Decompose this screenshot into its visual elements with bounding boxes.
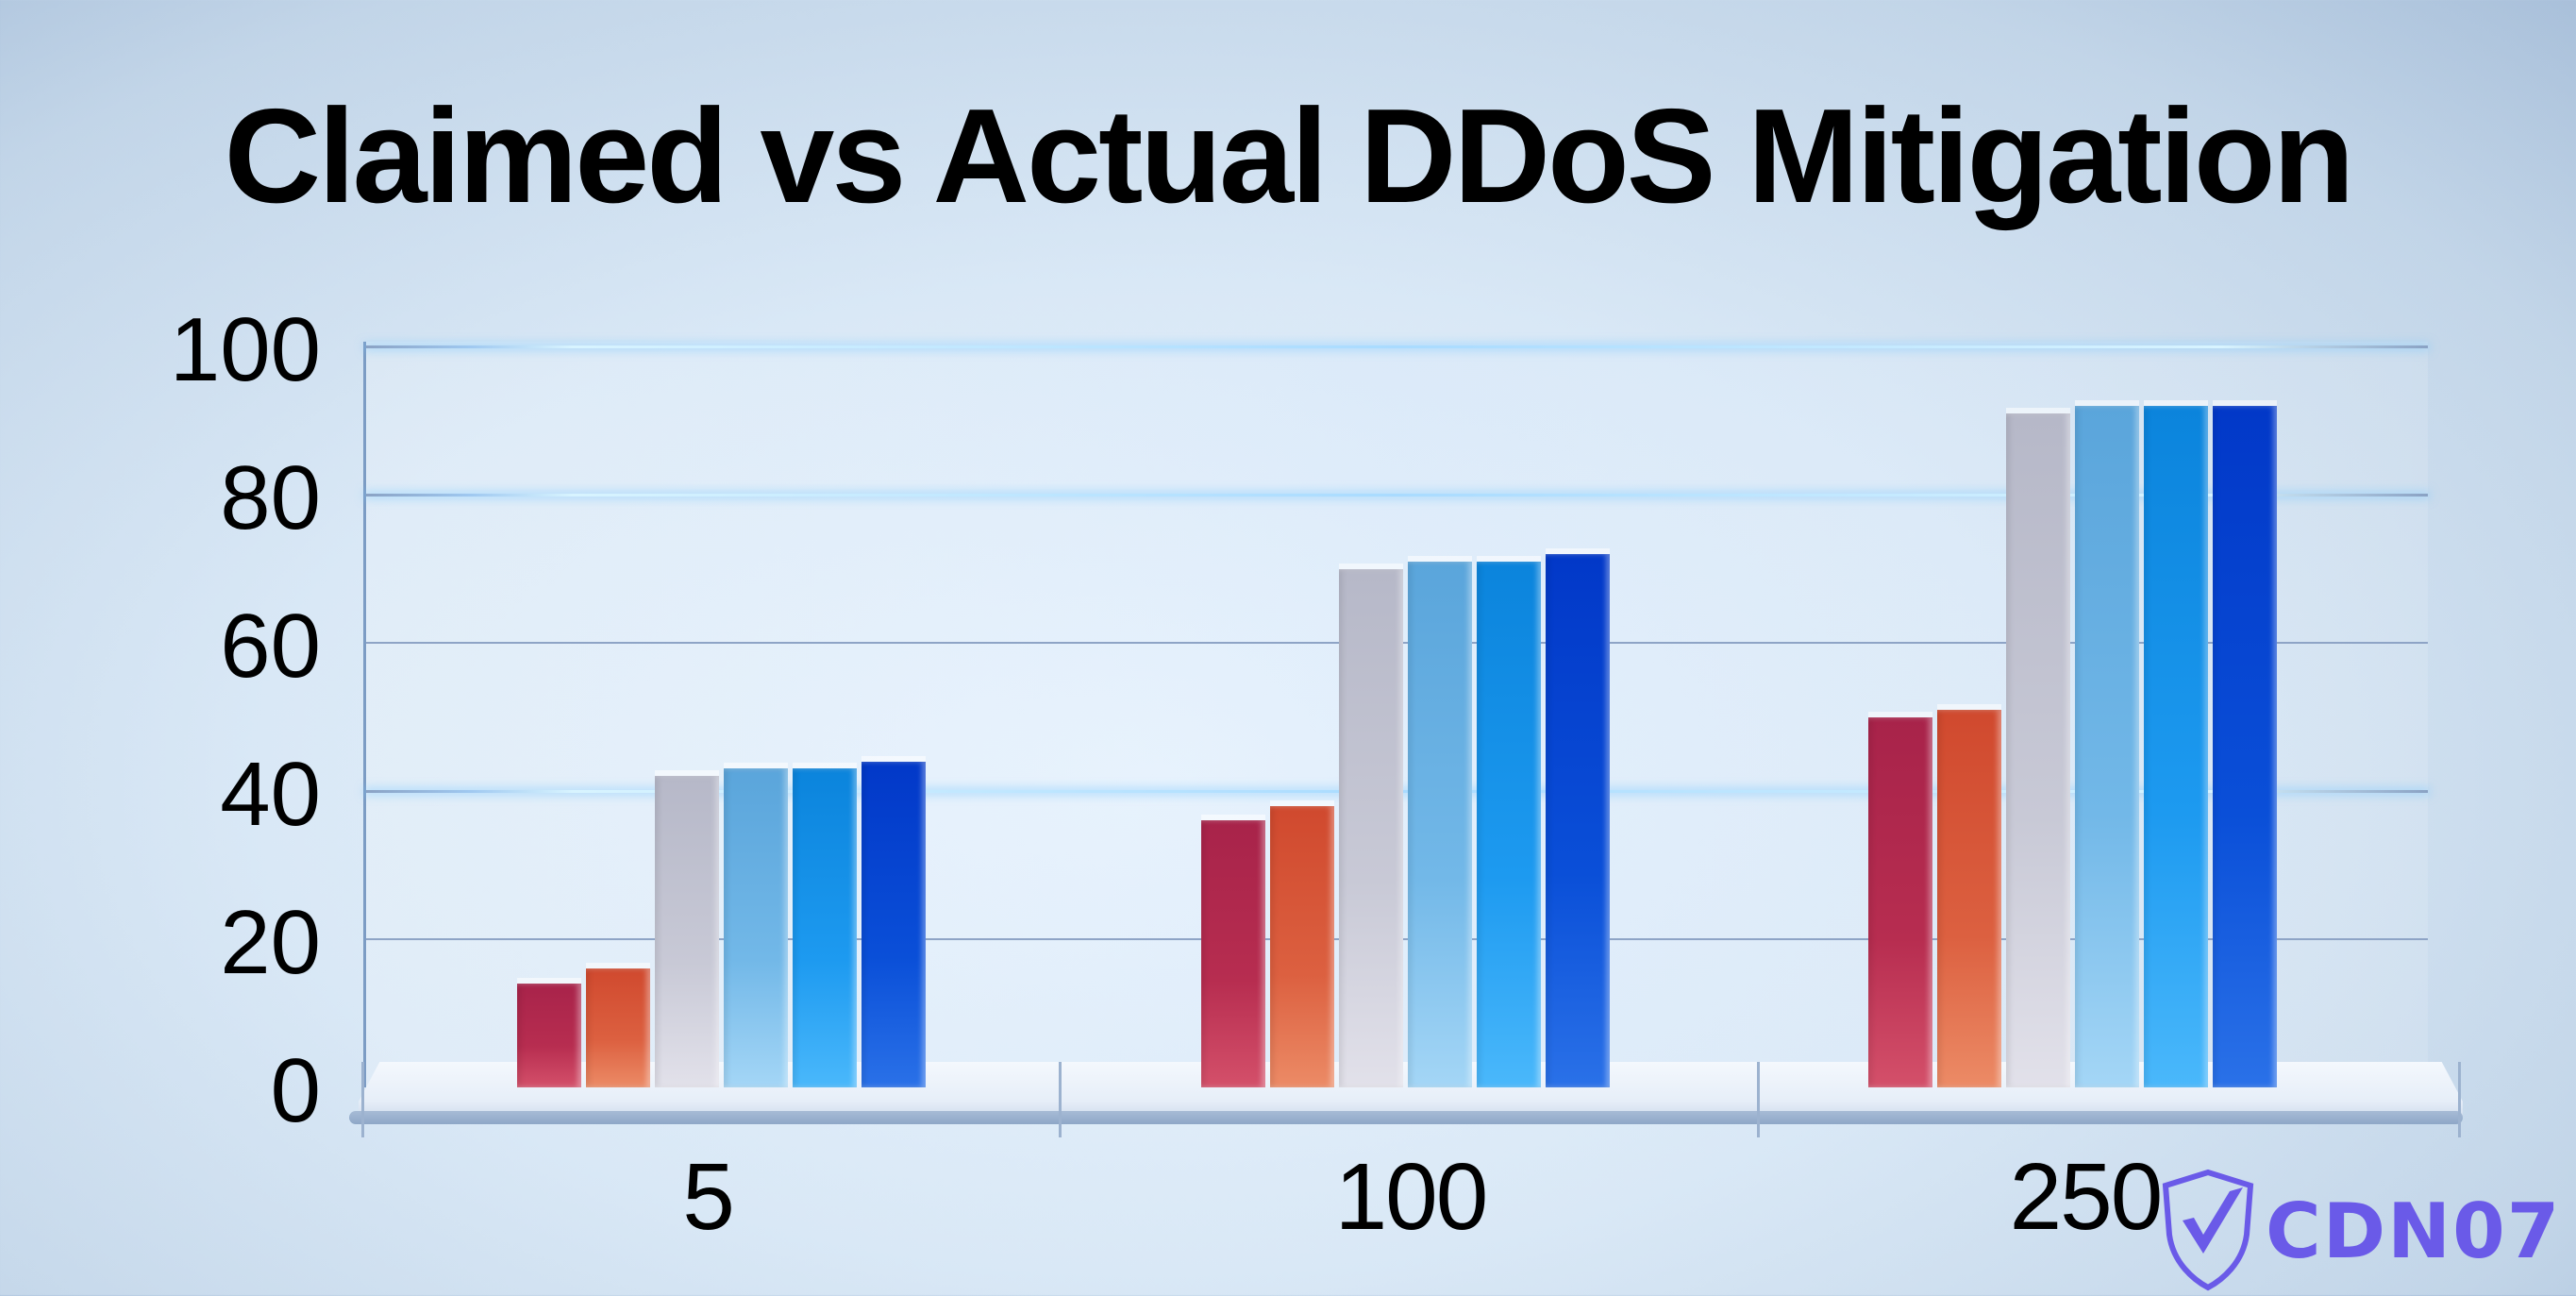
x-axis-divider xyxy=(2458,1062,2461,1137)
x-axis-divider xyxy=(1059,1062,1062,1137)
x-tick-label: 100 xyxy=(1334,1144,1489,1250)
bar xyxy=(2213,399,2277,1087)
bar xyxy=(1201,815,1265,1087)
bar xyxy=(724,763,788,1087)
bar xyxy=(1546,547,1610,1087)
x-axis-divider xyxy=(1757,1062,1760,1137)
y-tick-label: 20 xyxy=(220,892,321,993)
y-tick-label: 80 xyxy=(220,447,321,548)
y-tick-label: 100 xyxy=(169,299,321,400)
bar xyxy=(586,963,650,1087)
bar xyxy=(517,978,581,1087)
x-axis-rail xyxy=(349,1111,2463,1124)
chart-title: Claimed vs Actual DDoS Mitigation xyxy=(224,81,2355,231)
bar xyxy=(2075,399,2139,1087)
bar xyxy=(1937,703,2001,1087)
bar xyxy=(2006,407,2070,1087)
gridline xyxy=(366,345,2428,348)
y-tick-label: 60 xyxy=(220,596,321,697)
bar xyxy=(1408,555,1472,1087)
bar xyxy=(655,770,719,1087)
x-tick-label: 5 xyxy=(682,1144,735,1250)
gridline xyxy=(366,494,2428,497)
x-tick-label: 250 xyxy=(2009,1144,2164,1250)
y-tick-label: 40 xyxy=(220,744,321,845)
x-axis-divider xyxy=(361,1062,364,1137)
y-tick-label: 0 xyxy=(270,1040,321,1141)
bar xyxy=(1270,799,1334,1087)
bar xyxy=(793,763,857,1087)
bar xyxy=(2144,399,2208,1087)
bar xyxy=(1868,711,1932,1087)
watermark-logo: CDN07 xyxy=(2156,1169,2562,1290)
bar xyxy=(1477,555,1541,1087)
shield-check-icon xyxy=(2156,1169,2260,1296)
bar xyxy=(861,755,926,1087)
bar xyxy=(1339,563,1403,1087)
watermark-text: CDN07 xyxy=(2266,1187,2562,1275)
